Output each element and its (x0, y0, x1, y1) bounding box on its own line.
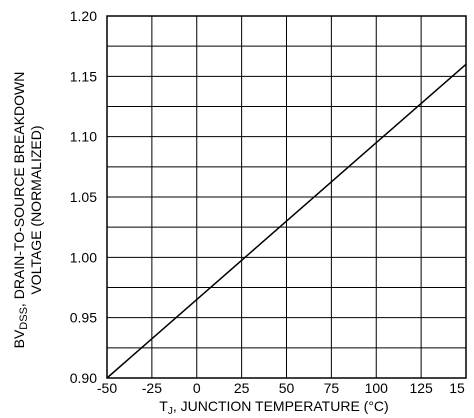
y-axis-title: BVDSS, DRAIN-TO-SOURCE BREAKDOWN VOLTAGE… (11, 72, 44, 349)
x-tick-labels: -50 -25 0 25 50 75 100 125 15 (97, 380, 465, 396)
y-tick-label: 0.95 (70, 310, 97, 326)
y-tick-label: 1.00 (70, 249, 97, 265)
x-tick-label: 25 (234, 380, 250, 396)
y-tick-label: 1.15 (70, 68, 97, 84)
series-line (106, 63, 467, 379)
y-tick-label: 0.90 (70, 370, 97, 386)
grid (106, 15, 467, 379)
x-tick-label: 0 (193, 380, 201, 396)
x-tick-label: 100 (365, 380, 389, 396)
x-tick-label: -25 (142, 380, 162, 396)
y-tick-labels: 0.90 0.95 1.00 1.05 1.10 1.15 1.20 (70, 8, 97, 386)
x-tick-label: 15 (449, 380, 465, 396)
x-axis-title: TJ, JUNCTION TEMPERATURE (°C) (159, 398, 388, 417)
y-axis-title-suffix: , DRAIN-TO-SOURCE BREAKDOWN (11, 72, 27, 307)
plot-frame (106, 15, 467, 379)
svg-text:BVDSS, DRAIN-TO-SOURCE BREAKDO: BVDSS, DRAIN-TO-SOURCE BREAKDOWN (11, 72, 30, 349)
y-axis-title-subscript: DSS (18, 307, 30, 330)
x-tick-label: 50 (279, 380, 295, 396)
y-tick-label: 1.20 (70, 8, 97, 24)
series-layer (106, 63, 467, 379)
x-tick-label: -50 (97, 380, 117, 396)
x-axis-title-subscript: J (168, 406, 173, 417)
x-tick-label: 125 (409, 380, 433, 396)
y-tick-label: 1.05 (70, 189, 97, 205)
y-tick-label: 1.10 (70, 129, 97, 145)
y-axis-title-line2: VOLTAGE (NORMALIZED) (28, 125, 44, 294)
x-tick-label: 75 (324, 380, 340, 396)
y-axis-title-prefix: BV (11, 329, 27, 348)
x-axis-title-prefix: T (159, 398, 168, 414)
x-axis-title-suffix: , JUNCTION TEMPERATURE (°C) (173, 398, 389, 414)
